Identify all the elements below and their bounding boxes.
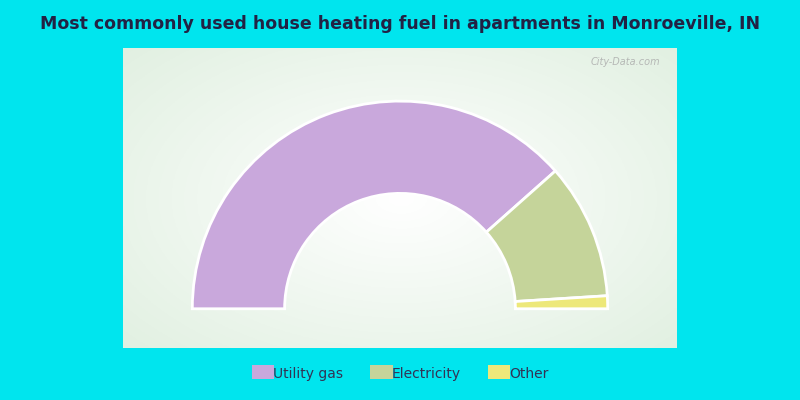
Legend: Utility gas, Electricity, Other: Utility gas, Electricity, Other	[246, 362, 554, 386]
Text: City-Data.com: City-Data.com	[590, 57, 660, 67]
Wedge shape	[515, 296, 608, 309]
Wedge shape	[192, 101, 555, 309]
Text: Most commonly used house heating fuel in apartments in Monroeville, IN: Most commonly used house heating fuel in…	[40, 15, 760, 33]
Wedge shape	[486, 171, 607, 302]
